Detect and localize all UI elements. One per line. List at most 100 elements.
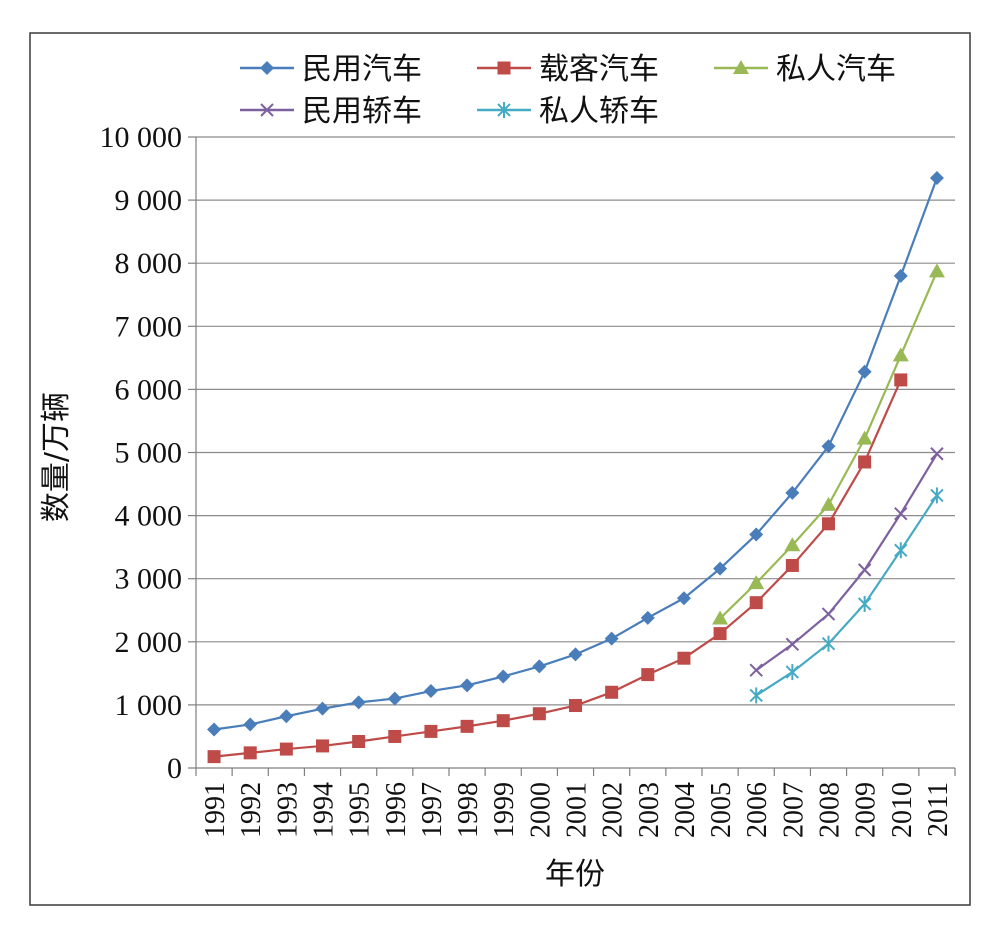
data-point	[749, 663, 763, 677]
legend-marker	[497, 102, 511, 118]
data-point	[604, 631, 619, 646]
data-point	[748, 575, 765, 590]
data-point	[352, 734, 366, 748]
data-point	[857, 595, 872, 612]
series-group	[207, 171, 945, 764]
series-line	[755, 494, 938, 697]
x-tick-label: 2001	[562, 782, 593, 838]
marker-stroke	[821, 607, 836, 621]
y-tick-label: 8 000	[115, 247, 183, 280]
x-tick-label: 1993	[272, 782, 303, 838]
data-point	[749, 527, 764, 542]
data-point	[605, 685, 619, 699]
data-point	[243, 746, 257, 760]
data-point	[820, 496, 837, 511]
series-star	[749, 487, 944, 704]
legend-marker	[260, 61, 274, 75]
data-point	[388, 729, 402, 743]
data-point	[640, 610, 655, 625]
data-point	[930, 487, 944, 504]
x-tick-label: 2007	[778, 782, 809, 838]
x-axis-ticks: 1991 1992 1993 1994 1995 1996 1997 1998 1999 2000…	[195, 768, 956, 838]
series-x	[749, 447, 944, 677]
y-axis-ticks: 0 1 000 2 000 3 000 4 000 5 000 6 000 7 000 8 00…	[100, 121, 196, 785]
x-tick-label: 1997	[417, 782, 448, 838]
data-point	[857, 364, 872, 379]
data-point	[460, 678, 475, 693]
x-tick-label: 2003	[634, 782, 665, 838]
x-tick-label: 1992	[236, 782, 267, 838]
x-tick-label: 2002	[598, 782, 629, 838]
x-tick-label: 2009	[851, 782, 882, 838]
data-point	[569, 699, 582, 713]
series-line	[755, 453, 938, 672]
x-tick-label: 1995	[345, 782, 376, 838]
legend-label: 私人轿车	[539, 94, 659, 129]
data-point	[821, 439, 836, 454]
data-point	[315, 701, 330, 716]
marker-stroke	[930, 447, 944, 461]
data-point	[713, 627, 727, 641]
y-tick-label: 0	[167, 752, 182, 785]
legend-label: 载客汽车	[539, 52, 659, 87]
data-point	[856, 430, 873, 445]
data-point	[822, 517, 835, 531]
marker-stroke	[894, 506, 908, 521]
x-tick-label: 1994	[309, 782, 340, 838]
x-tick-label: 1991	[200, 782, 231, 838]
data-point	[857, 563, 872, 577]
data-point	[568, 647, 583, 662]
data-point	[749, 596, 763, 610]
legend-label: 民用轿车	[302, 94, 422, 129]
x-tick-label: 1999	[489, 782, 520, 838]
series-square	[207, 373, 908, 764]
data-point	[858, 455, 872, 469]
series-triangle	[712, 263, 945, 625]
data-point	[243, 717, 258, 732]
x-tick-label: 2006	[742, 782, 773, 838]
data-point	[785, 637, 800, 652]
legend-item: 民用轿车	[240, 94, 422, 129]
y-tick-label: 7 000	[115, 310, 183, 343]
legend-item: 民用汽车	[240, 52, 422, 87]
data-point	[929, 171, 944, 186]
y-tick-label: 1 000	[115, 689, 183, 722]
data-point	[532, 659, 547, 674]
legend-item: 私人轿车	[477, 94, 659, 129]
data-point	[930, 447, 944, 461]
data-point	[532, 707, 546, 721]
marker-stroke	[857, 563, 872, 577]
data-point	[207, 722, 222, 737]
x-tick-label: 2000	[525, 782, 556, 838]
legend-marker	[733, 60, 749, 74]
data-point	[894, 542, 908, 559]
x-tick-label: 2011	[923, 782, 954, 837]
series-diamond	[207, 171, 944, 737]
y-tick-label: 5 000	[115, 437, 183, 470]
marker-stroke	[260, 103, 274, 117]
x-tick-label: 2004	[670, 782, 701, 838]
data-point	[821, 607, 836, 621]
data-point	[279, 709, 294, 724]
chart-frame	[29, 32, 971, 906]
data-point	[892, 347, 909, 362]
x-tick-label: 1998	[453, 782, 484, 838]
legend-label: 民用汽车	[302, 52, 422, 87]
data-point	[712, 610, 729, 625]
data-point	[641, 668, 655, 682]
legend-label: 私人汽车	[776, 52, 896, 87]
data-point	[784, 537, 801, 552]
data-point	[785, 664, 800, 681]
data-point	[821, 635, 836, 652]
x-tick-label: 2008	[815, 782, 846, 838]
x-tick-label: 2010	[887, 782, 918, 838]
data-point	[316, 739, 329, 753]
data-point	[894, 506, 908, 521]
data-point	[893, 268, 908, 283]
data-point	[894, 373, 908, 387]
data-point	[460, 719, 474, 733]
data-point	[496, 714, 510, 728]
data-point	[677, 651, 691, 665]
x-axis-title: 年份	[545, 857, 605, 892]
